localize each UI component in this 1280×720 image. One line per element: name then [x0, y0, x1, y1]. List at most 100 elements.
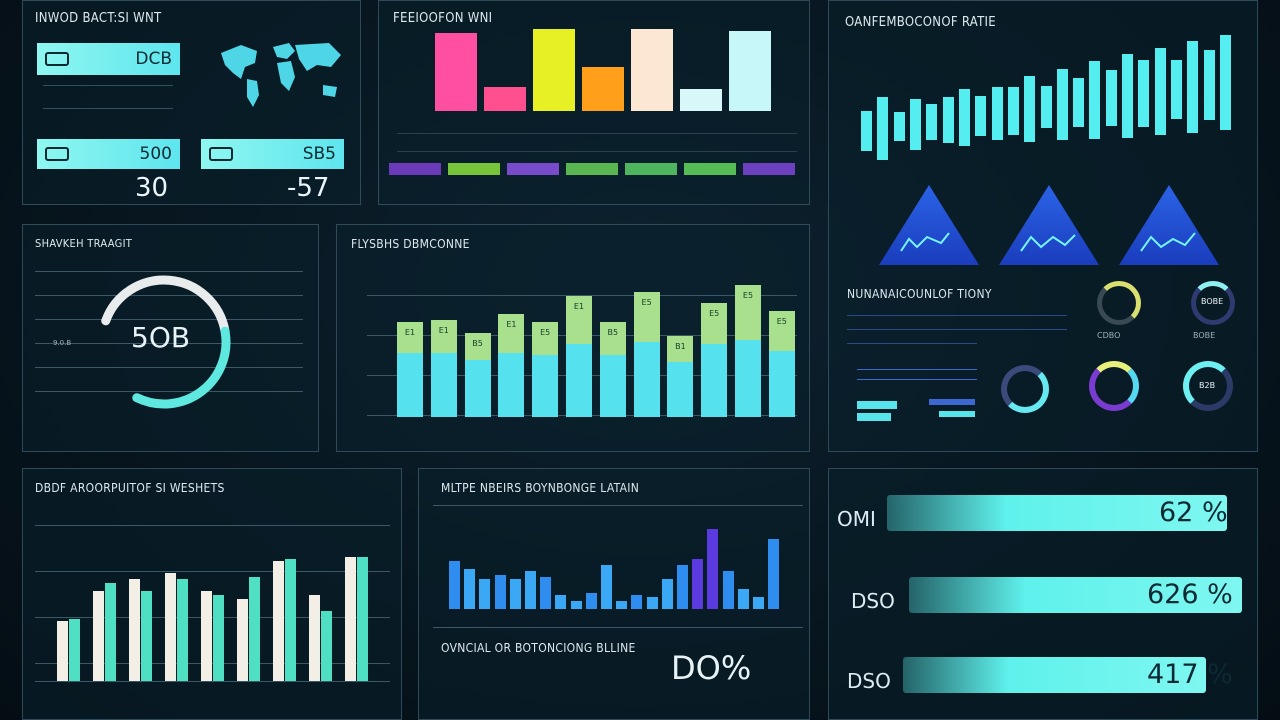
wave-bar	[861, 111, 872, 151]
wave-bar	[1154, 47, 1166, 136]
bar-a	[57, 621, 68, 681]
panel-title: FEEIOOFON WNI	[393, 11, 493, 26]
stacked-bar-top	[532, 322, 559, 356]
bar-b	[213, 595, 224, 681]
rate-panel: OANFEMBOCONOF RATIE NUNANAICOUNLOF TIONY…	[828, 0, 1258, 452]
eq-bar	[722, 571, 734, 609]
kpi-card[interactable]: SB5	[201, 139, 344, 169]
legend-tag	[507, 163, 559, 175]
legend-tag	[625, 163, 677, 175]
bar-label: E1	[404, 328, 416, 338]
eq-bar	[525, 571, 536, 609]
stacked-bar-top	[430, 320, 457, 354]
bar-b	[177, 579, 188, 681]
bar-label: E5	[709, 308, 720, 318]
wave-bar	[1122, 53, 1134, 138]
stacked-bar-bottom	[498, 353, 525, 417]
stacked-bar-top	[701, 302, 728, 345]
donut-chart[interactable]	[1001, 365, 1049, 413]
wave-bar	[1024, 75, 1036, 143]
donut-chart[interactable]	[1191, 281, 1235, 325]
progress-label: DSO	[847, 669, 891, 693]
legend-tag	[743, 163, 795, 175]
bar-label: E1	[573, 302, 585, 311]
bar-b	[141, 591, 152, 681]
progress-bar	[903, 657, 1207, 693]
donut-label: BOBE	[1193, 331, 1216, 340]
wave-bar	[991, 86, 1003, 141]
stacked-bar-bottom	[701, 344, 728, 417]
wave-bar	[1203, 49, 1215, 121]
donut-value: B2B	[1199, 381, 1216, 390]
legend-tags	[389, 163, 799, 179]
eq-bar	[555, 595, 567, 609]
eq-bar	[509, 579, 521, 609]
bar-a	[93, 591, 104, 681]
eq-bar	[737, 589, 749, 609]
color-bar-chart	[435, 29, 775, 111]
stacked-bar-bottom	[735, 340, 761, 417]
progress-value: 626 %	[1147, 579, 1233, 610]
wave-bar	[877, 97, 889, 161]
donut-chart[interactable]	[1097, 281, 1141, 325]
big-value: -57	[287, 173, 330, 203]
stacked-bar-top	[498, 313, 525, 354]
wave-bar	[1007, 87, 1019, 135]
stacked-bar-bottom	[532, 355, 559, 417]
wave-bar	[958, 89, 970, 147]
chart-icon	[45, 147, 69, 161]
legend-tag	[566, 163, 618, 175]
kpi-card[interactable]: DCB	[37, 43, 180, 75]
stacked-bar-bottom	[633, 342, 660, 417]
eq-bar	[646, 597, 658, 609]
eq-bar	[585, 593, 597, 609]
eq-bar	[768, 539, 780, 609]
stacked-bar-top	[768, 311, 795, 351]
eq-bar	[707, 529, 719, 609]
color-bar	[680, 89, 722, 111]
legend-tag	[389, 163, 441, 175]
wave-bar-chart	[861, 35, 1231, 189]
stacked-bar-top	[397, 322, 423, 354]
stacked-bar-top	[633, 291, 660, 343]
wave-bar	[942, 97, 954, 143]
gauge-scale: 9.0.B	[53, 339, 72, 347]
stacked-bar-bottom	[667, 362, 694, 417]
chart-icon	[209, 147, 233, 161]
stacked-bar-top	[667, 335, 694, 362]
color-bar	[729, 31, 771, 111]
footer-title: OVNCIAL OR BOTONCIONG BLLINE	[441, 641, 636, 655]
legend-tag	[684, 163, 736, 175]
paired-bar-chart	[57, 509, 387, 681]
bar-b	[321, 611, 332, 681]
stacked-bar-bottom	[566, 344, 592, 417]
color-bar	[631, 29, 673, 111]
gauge-chart	[101, 275, 231, 409]
bar-a	[165, 573, 176, 681]
stacked-bar-bottom	[768, 351, 795, 417]
bar-label: B1	[675, 341, 686, 351]
kpi-card[interactable]: 500	[37, 139, 180, 169]
bar-b	[357, 557, 368, 681]
progress-value: 417 %	[1147, 659, 1233, 690]
bar-a	[345, 557, 356, 681]
gauge-arc	[132, 326, 231, 409]
donut-label: CDBO	[1097, 331, 1121, 340]
equalizer-chart	[449, 519, 793, 609]
triangle-charts	[879, 185, 1219, 265]
bar-label: E5	[742, 291, 754, 300]
progress-label: OMI	[837, 507, 876, 531]
bar-a	[309, 595, 320, 681]
bar-b	[285, 559, 296, 681]
donut-chart[interactable]	[1089, 361, 1139, 411]
bar-label: E5	[540, 328, 551, 338]
progress-bar	[887, 495, 1228, 531]
wave-bar	[1105, 70, 1117, 126]
bar-label: B5	[472, 339, 483, 349]
stacked-bars-panel: FLYSBHS DBMCONNE E1 E1 B5 E1 E5 E1 B5 E5 B1 E5 E5 E…	[336, 224, 810, 452]
gauge-arc	[101, 275, 230, 336]
eq-bar	[601, 565, 612, 609]
donut-chart[interactable]	[1183, 361, 1233, 411]
color-bar	[484, 87, 526, 111]
progress-label: DSO	[851, 589, 895, 613]
